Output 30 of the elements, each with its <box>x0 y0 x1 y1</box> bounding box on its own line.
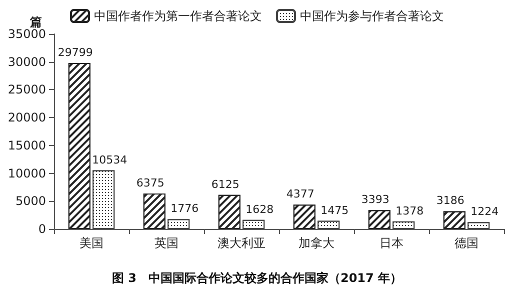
y-tick-label: 35000 <box>8 27 46 41</box>
x-tick-label: 美国 <box>80 236 104 250</box>
data-label: 1378 <box>396 204 424 218</box>
y-tick-label: 15000 <box>8 138 46 152</box>
data-label: 3186 <box>436 194 464 208</box>
data-label: 4377 <box>286 188 314 201</box>
y-axis-title: 篇 <box>29 15 42 29</box>
data-label: 10534 <box>92 153 128 166</box>
data-label: 1628 <box>246 202 274 216</box>
data-label: 29799 <box>58 46 93 59</box>
y-tick-label: 25000 <box>8 82 46 97</box>
text: 图 3 中国国际合作论文较多的合作国家（2017 年） <box>112 271 402 285</box>
y-tick-label: 5000 <box>15 194 46 208</box>
data-label: 3393 <box>361 193 390 206</box>
x-tick-label: 澳大利亚 <box>218 236 266 250</box>
y-tick-label: 20000 <box>8 110 46 125</box>
data-label: 6125 <box>211 178 240 191</box>
y-tick-label: 30000 <box>8 54 46 69</box>
y-tick-label: 0 <box>38 222 46 236</box>
x-tick-label: 德国 <box>454 236 478 250</box>
legend-label: 中国作为参与作者合著论文 <box>300 9 444 23</box>
data-label: 1776 <box>170 202 199 216</box>
legend-label: 中国作者作为第一作者合著论文 <box>94 9 262 23</box>
data-label: 1475 <box>320 204 349 217</box>
data-label: 1224 <box>470 205 499 218</box>
x-tick-label: 日本 <box>380 236 404 250</box>
x-tick-label: 加拿大 <box>298 236 334 250</box>
x-tick-label: 英国 <box>154 236 178 250</box>
data-label: 6375 <box>136 176 164 190</box>
y-tick-label: 10000 <box>8 166 46 180</box>
